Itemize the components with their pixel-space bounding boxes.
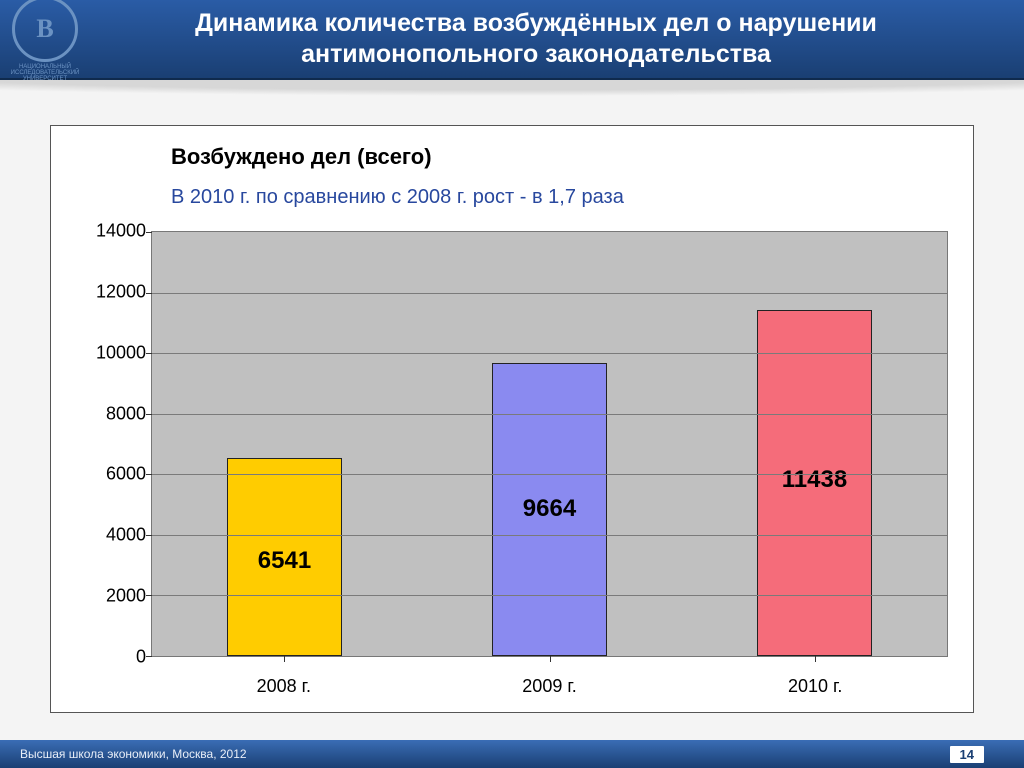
y-tick bbox=[146, 656, 152, 657]
x-tick bbox=[550, 656, 551, 662]
bar-value-label: 11438 bbox=[758, 466, 871, 494]
y-axis-label: 4000 bbox=[81, 525, 146, 546]
slide-footer: Высшая школа экономики, Москва, 2012 14 bbox=[0, 740, 1024, 768]
bar: 11438 bbox=[757, 310, 872, 656]
y-axis-label: 0 bbox=[81, 647, 146, 668]
x-axis-label: 2010 г. bbox=[682, 664, 948, 697]
gridline bbox=[152, 353, 947, 354]
bar-column: 6541 bbox=[152, 232, 417, 656]
chart-title: Возбуждено дел (всего) bbox=[51, 126, 973, 170]
chart-subtitle: В 2010 г. по сравнению с 2008 г. рост - … bbox=[51, 170, 973, 209]
y-axis-labels: 02000400060008000100001200014000 bbox=[81, 231, 146, 657]
footer-text: Высшая школа экономики, Москва, 2012 bbox=[20, 747, 247, 761]
plot-area-wrap: 02000400060008000100001200014000 6541966… bbox=[151, 231, 948, 657]
y-tick bbox=[146, 353, 152, 354]
gridline bbox=[152, 595, 947, 596]
gridline bbox=[152, 474, 947, 475]
y-axis-label: 8000 bbox=[81, 403, 146, 424]
bar-column: 11438 bbox=[682, 232, 947, 656]
bar-value-label: 9664 bbox=[493, 495, 606, 523]
y-tick bbox=[146, 414, 152, 415]
plot-area: 6541 9664 11438 bbox=[151, 231, 948, 657]
y-axis-label: 14000 bbox=[81, 221, 146, 242]
hse-logo: В НАЦИОНАЛЬНЫЙ ИССЛЕДОВАТЕЛЬСКИЙ УНИВЕРС… bbox=[10, 0, 80, 82]
page-number: 14 bbox=[950, 746, 984, 763]
header-shadow-curve bbox=[0, 80, 1024, 120]
logo-circle: В bbox=[12, 0, 78, 62]
x-axis-label: 2008 г. bbox=[151, 664, 417, 697]
logo-subtitle: НАЦИОНАЛЬНЫЙ ИССЛЕДОВАТЕЛЬСКИЙ УНИВЕРСИТ… bbox=[10, 64, 80, 82]
y-axis-label: 2000 bbox=[81, 586, 146, 607]
y-tick bbox=[146, 535, 152, 536]
bar: 6541 bbox=[227, 458, 342, 656]
chart-container: Возбуждено дел (всего) В 2010 г. по срав… bbox=[50, 125, 974, 713]
y-axis-label: 12000 bbox=[81, 281, 146, 302]
gridline bbox=[152, 293, 947, 294]
y-axis-label: 6000 bbox=[81, 464, 146, 485]
slide-header: В НАЦИОНАЛЬНЫЙ ИССЛЕДОВАТЕЛЬСКИЙ УНИВЕРС… bbox=[0, 0, 1024, 80]
bar-column: 9664 bbox=[417, 232, 682, 656]
x-axis-labels: 2008 г.2009 г.2010 г. bbox=[151, 664, 948, 697]
bars-group: 6541 9664 11438 bbox=[152, 232, 947, 656]
y-tick bbox=[146, 474, 152, 475]
y-tick bbox=[146, 595, 152, 596]
gridline bbox=[152, 535, 947, 536]
gridline bbox=[152, 414, 947, 415]
slide-title: Динамика количества возбуждённых дел о н… bbox=[88, 8, 1024, 71]
x-tick bbox=[815, 656, 816, 662]
x-axis-label: 2009 г. bbox=[417, 664, 683, 697]
bar-value-label: 6541 bbox=[228, 547, 341, 575]
y-tick bbox=[146, 293, 152, 294]
x-tick bbox=[284, 656, 285, 662]
bar: 9664 bbox=[492, 363, 607, 656]
y-axis-label: 10000 bbox=[81, 342, 146, 363]
y-tick bbox=[146, 232, 152, 233]
logo-letter: В bbox=[36, 14, 53, 44]
